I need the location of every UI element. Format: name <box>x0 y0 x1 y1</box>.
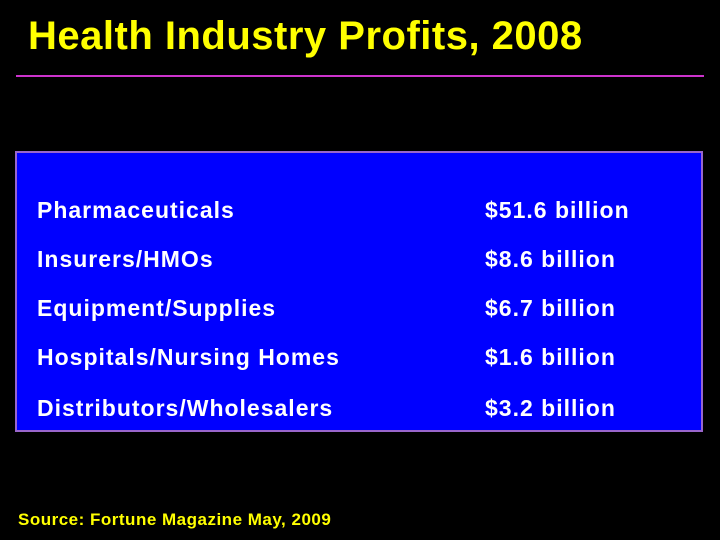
row-value-distributors: $3.2 billion <box>485 395 616 421</box>
row-value-insurers: $8.6 billion <box>485 246 616 272</box>
row-label-distributors: Distributors/Wholesalers <box>37 395 334 421</box>
row-label-hospitals: Hospitals/Nursing Homes <box>37 344 340 370</box>
row-label-insurers: Insurers/HMOs <box>37 246 214 272</box>
row-value-pharmaceuticals: $51.6 billion <box>485 197 630 223</box>
source-citation: Source: Fortune Magazine May, 2009 <box>18 510 332 529</box>
table-row: Pharmaceuticals $51.6 billion <box>17 197 701 237</box>
row-label-equipment: Equipment/Supplies <box>37 295 277 321</box>
row-label-pharmaceuticals: Pharmaceuticals <box>37 197 235 223</box>
slide-title: Health Industry Profits, 2008 <box>28 14 583 58</box>
table-row: Distributors/Wholesalers $3.2 billion <box>17 395 701 435</box>
title-divider <box>16 75 704 77</box>
table-row: Equipment/Supplies $6.7 billion <box>17 295 701 335</box>
row-value-equipment: $6.7 billion <box>485 295 616 321</box>
profits-table: Pharmaceuticals $51.6 billion Insurers/H… <box>15 151 703 432</box>
table-row: Insurers/HMOs $8.6 billion <box>17 246 701 286</box>
row-value-hospitals: $1.6 billion <box>485 344 616 370</box>
table-row: Hospitals/Nursing Homes $1.6 billion <box>17 344 701 384</box>
